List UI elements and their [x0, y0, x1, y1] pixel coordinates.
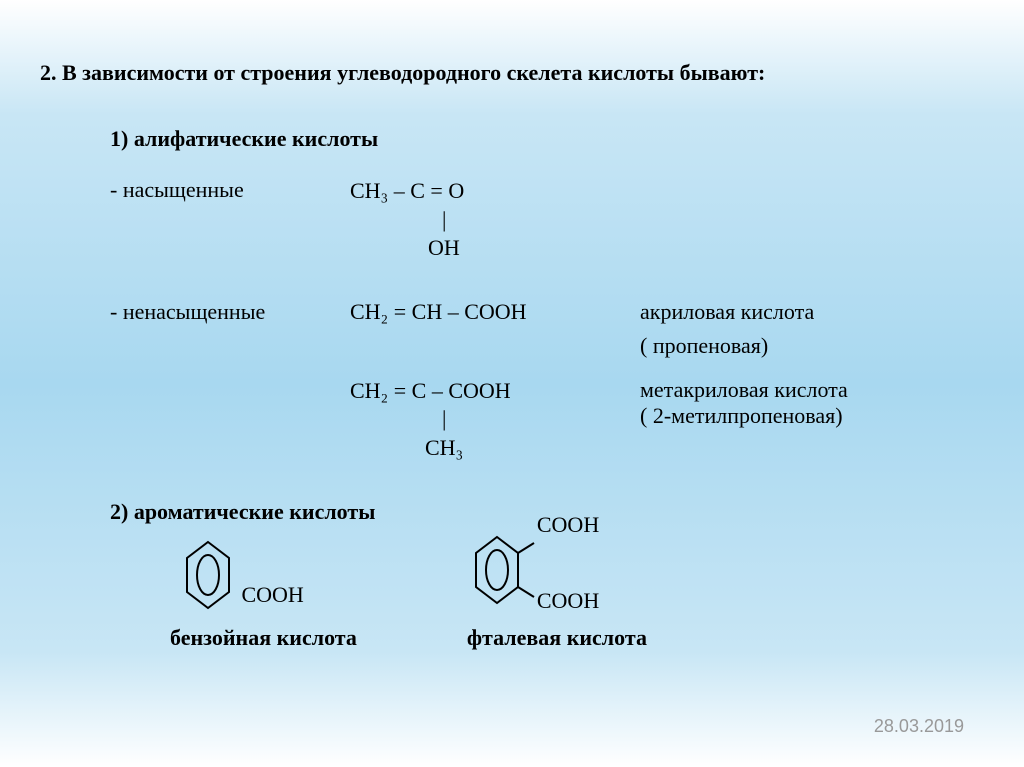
content-body: 1) алифатические кислоты - насыщенные CH… [40, 126, 984, 651]
unsat1-name: акриловая кислота [640, 299, 984, 325]
section1-title: 1) алифатические кислоты [110, 126, 984, 152]
unsaturated-row1b: ( пропеновая) [110, 333, 984, 359]
unsat2-name: метакриловая кислота ( 2-метилпропеновая… [640, 377, 984, 429]
unsaturated-row2: CH₂ = C – COOH | CH₃ метакриловая кислот… [110, 377, 984, 463]
saturated-row: - насыщенные CH₃ – C = O | OH [110, 177, 984, 263]
unsat2-formula-l1: CH₂ = C – COOH [350, 377, 640, 406]
phthalic-structure: COOH COOH фталевая кислота [457, 530, 657, 651]
saturated-formula-l1: CH₃ – C = O [350, 177, 640, 206]
unsaturated-row1: - ненасыщенные CH₂ = CH – COOH акриловая… [110, 299, 984, 325]
unsaturated-label: - ненасыщенные [110, 299, 350, 325]
unsat2-formula-l2: | [350, 405, 640, 434]
unsat1-name-l1: акриловая кислота [640, 299, 984, 325]
aromatic-row: COOH бензойная кислота COOH COOH фталева… [110, 530, 984, 651]
saturated-formula-l2: | [350, 206, 640, 235]
unsat1-name-l2: ( пропеновая) [640, 333, 984, 359]
slide-date: 28.03.2019 [874, 716, 964, 737]
unsat1-formula: CH₂ = CH – COOH [350, 299, 640, 325]
saturated-formula-l3: OH [350, 234, 640, 263]
benzoic-cooh: COOH [241, 582, 303, 608]
saturated-formula: CH₃ – C = O | OH [350, 177, 640, 263]
benzoic-structure: COOH бензойная кислота [170, 530, 357, 651]
phthalic-cooh-side: COOH [537, 588, 599, 614]
phthalic-name: фталевая кислота [467, 625, 647, 651]
unsat2-name-l2: ( 2-метилпропеновая) [640, 403, 984, 429]
benzene-ring-icon [183, 540, 233, 610]
section-heading: 2. В зависимости от строения углеводород… [40, 60, 984, 86]
saturated-label: - насыщенные [110, 177, 350, 203]
unsat2-name-l1: метакриловая кислота [640, 377, 984, 403]
unsat2-formula: CH₂ = C – COOH | CH₃ [350, 377, 640, 463]
benzoic-name: бензойная кислота [170, 625, 357, 651]
unsat2-formula-l3: CH₃ [350, 434, 640, 463]
